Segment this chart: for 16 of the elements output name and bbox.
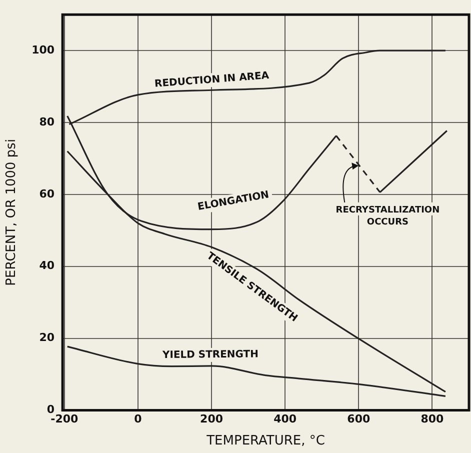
x-tick-label: 0 <box>134 412 142 426</box>
series-label: YIELD STRENGTH <box>161 349 258 361</box>
y-tick-label: 20 <box>39 331 55 344</box>
x-tick-label: 400 <box>274 412 297 426</box>
y-tick-label: 60 <box>39 187 55 200</box>
y-tick-label: 40 <box>39 259 55 272</box>
x-tick-label: 200 <box>200 412 224 426</box>
x-tick-label: 600 <box>347 412 370 426</box>
annotation: RECRYSTALLIZATION OCCURS <box>336 205 440 228</box>
x-tick-label: 800 <box>420 412 444 426</box>
line-series <box>66 346 446 397</box>
y-tick-label: 80 <box>39 115 55 128</box>
y-tick-label: 100 <box>32 43 55 56</box>
x-axis-title: TEMPERATURE, °C <box>206 434 325 449</box>
series-label: REDUCTION IN AREA <box>154 70 270 90</box>
y-axis-title: PERCENT, OR 1000 psi <box>4 138 20 286</box>
